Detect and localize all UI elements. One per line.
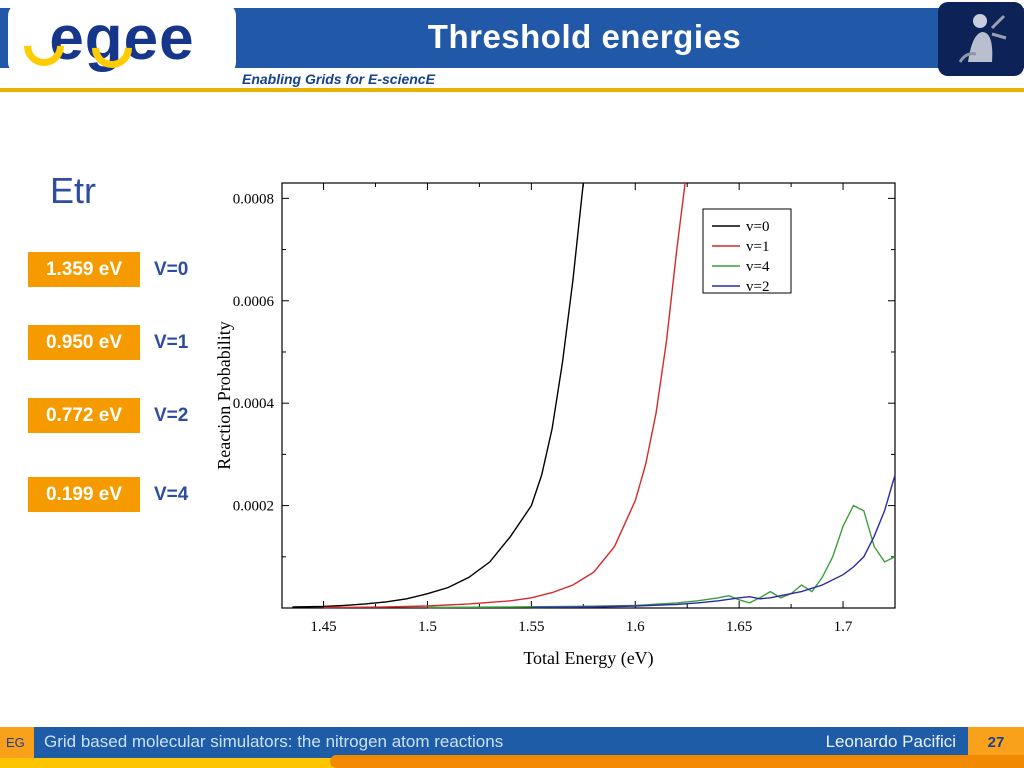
egee-logo-text: egee [49,4,195,73]
footer-bar: Grid based molecular simulators: the nit… [34,727,968,758]
threshold-value-v2: 0.772 eV [28,398,140,433]
svg-text:Reaction Probability: Reaction Probability [214,321,234,469]
svg-text:1.45: 1.45 [310,619,336,635]
threshold-value-v4: 0.199 eV [28,477,140,512]
egee-tagline: Enabling Grids for E-sciencE [242,71,435,87]
threshold-level-v1: V=1 [154,331,189,353]
footer-author: Leonardo Pacifici [825,732,956,751]
greek-figure-logo [938,2,1024,76]
svg-text:0.0002: 0.0002 [233,499,274,515]
greek-figure-icon [958,14,1007,63]
bottom-orange-strip [330,755,1024,768]
threshold-row: 0.199 eV V=4 [28,477,188,512]
svg-text:1.7: 1.7 [834,619,853,635]
svg-text:Total Energy (eV): Total Energy (eV) [523,648,653,669]
svg-text:0.0006: 0.0006 [233,294,275,310]
threshold-level-v4: V=4 [154,483,189,505]
svg-text:0.0004: 0.0004 [233,396,275,412]
threshold-row: 0.772 eV V=2 [28,398,188,433]
threshold-level-v2: V=2 [154,404,189,426]
svg-text:1.55: 1.55 [518,619,544,635]
etr-label: Etr [50,170,97,211]
threshold-row: 1.359 eV V=0 [28,252,188,287]
header-divider [0,88,1024,92]
page-number: 27 [968,727,1024,758]
svg-text:v=2: v=2 [746,279,769,295]
chart-canvas: 1.45 1.5 1.55 1.6 1.65 1.7 0.0002 0.0004 0.0006 0… [214,182,896,669]
footer-title: Grid based molecular simulators: the nit… [44,732,504,751]
svg-text:1.6: 1.6 [626,619,645,635]
svg-text:v=4: v=4 [746,259,770,275]
svg-text:v=0: v=0 [746,219,769,235]
reaction-probability-chart: 1.45 1.5 1.55 1.6 1.65 1.7 0.0002 0.0004 0.0006 0… [210,172,910,677]
svg-text:1.5: 1.5 [418,619,437,635]
threshold-value-v1: 0.950 eV [28,325,140,360]
footer-left-fragment: EG [0,727,34,758]
svg-text:1.65: 1.65 [726,619,752,635]
svg-text:0.0008: 0.0008 [233,191,274,207]
threshold-value-v0: 1.359 eV [28,252,140,287]
page-title: Threshold energies [427,18,742,55]
svg-text:v=1: v=1 [746,239,769,255]
threshold-row: 0.950 eV V=1 [28,325,188,360]
egee-logo: egee [8,2,236,77]
threshold-level-v0: V=0 [154,258,189,280]
